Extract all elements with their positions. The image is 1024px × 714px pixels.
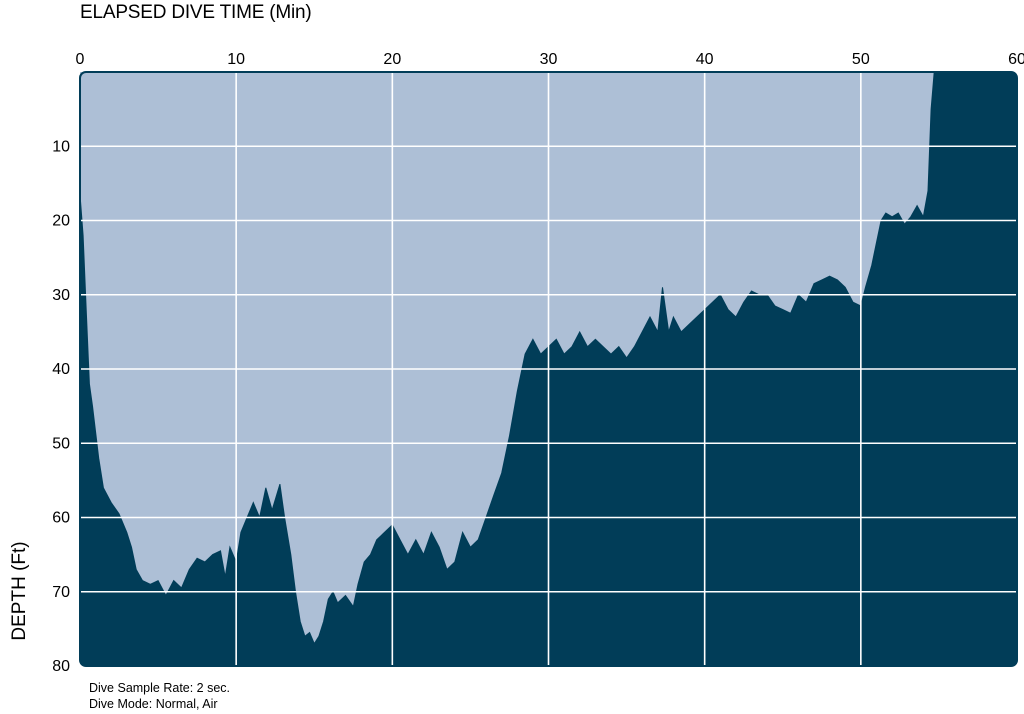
x-tick-label: 0 <box>76 51 85 68</box>
chart-title: ELAPSED DIVE TIME (Min) <box>80 2 312 23</box>
y-tick-label: 80 <box>52 658 70 675</box>
y-tick-label: 70 <box>52 584 70 601</box>
plot-border <box>79 71 1018 667</box>
y-tick-label: 40 <box>52 361 70 378</box>
y-tick-label: 30 <box>52 287 70 304</box>
x-tick-label: 60 <box>1008 51 1024 68</box>
y-tick-label: 50 <box>52 435 70 452</box>
x-tick-label: 50 <box>852 51 870 68</box>
x-tick-label: 40 <box>696 51 714 68</box>
y-tick-label: 60 <box>52 510 70 527</box>
depth-profile-line <box>79 71 935 645</box>
y-tick-label: 10 <box>52 138 70 155</box>
water-area <box>80 72 935 644</box>
sample-rate-note: Dive Sample Rate: 2 sec. <box>89 681 231 695</box>
x-tick-label: 20 <box>383 51 401 68</box>
dive-mode-note: Dive Mode: Normal, Air <box>89 697 218 711</box>
x-tick-label: 10 <box>227 51 245 68</box>
y-tick-label: 20 <box>52 213 70 230</box>
x-tick-label: 30 <box>540 51 558 68</box>
